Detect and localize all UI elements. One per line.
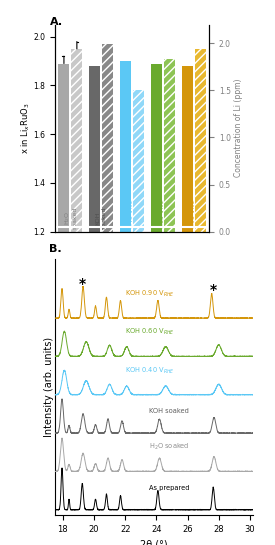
X-axis label: 2θ (°): 2θ (°) — [140, 540, 168, 545]
Text: KOH 0.60 V$_{RHE}$: KOH 0.60 V$_{RHE}$ — [125, 327, 175, 337]
Bar — [89, 66, 100, 232]
Bar — [164, 59, 175, 232]
Bar — [120, 61, 131, 232]
Text: *: * — [210, 282, 217, 296]
Y-axis label: x in Li$_x$RuO$_3$: x in Li$_x$RuO$_3$ — [20, 102, 32, 154]
Bar — [102, 44, 113, 232]
Y-axis label: Concentration of Li (ppm): Concentration of Li (ppm) — [234, 79, 243, 177]
Y-axis label: Intensity (arb. units): Intensity (arb. units) — [44, 337, 54, 437]
Text: A.: A. — [50, 17, 64, 27]
Text: KOH soaked: KOH soaked — [148, 408, 188, 414]
Text: As prepared: As prepared — [148, 485, 189, 490]
Bar — [58, 64, 70, 232]
Text: KOH 0.40 V$_{RHE}$: KOH 0.40 V$_{RHE}$ — [125, 366, 175, 376]
Bar — [182, 66, 193, 232]
Text: KOH
soaked: KOH soaked — [96, 207, 107, 229]
Bar — [71, 49, 82, 232]
Text: 0.40 V$_{RHE}$: 0.40 V$_{RHE}$ — [128, 198, 136, 229]
Bar — [194, 49, 206, 232]
Text: B.: B. — [49, 244, 62, 254]
Text: *: * — [79, 277, 86, 291]
Text: 0.90 V$_{RHE}$: 0.90 V$_{RHE}$ — [189, 198, 198, 229]
Text: 0.65 V$_{RHE}$: 0.65 V$_{RHE}$ — [158, 198, 167, 229]
Text: KOH 0.90 V$_{RHE}$: KOH 0.90 V$_{RHE}$ — [125, 289, 175, 299]
Text: H$_2$O soaked: H$_2$O soaked — [148, 442, 189, 452]
Text: H$_2$O
soaked: H$_2$O soaked — [63, 207, 78, 229]
Bar — [133, 90, 144, 232]
Bar — [151, 64, 162, 232]
